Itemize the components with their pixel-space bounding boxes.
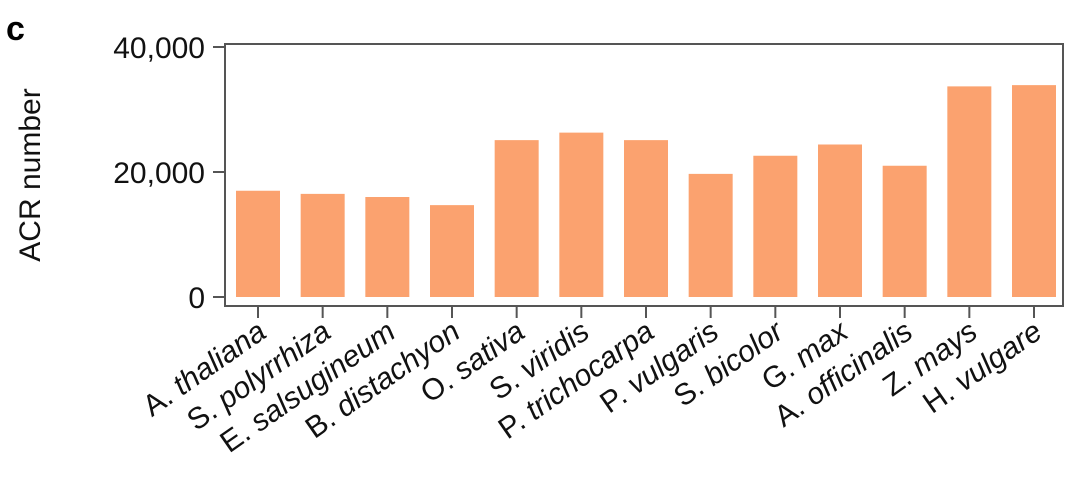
bar — [559, 132, 604, 297]
bar — [494, 140, 539, 297]
bars-group — [236, 85, 1056, 297]
panel-label: c — [6, 10, 25, 48]
bar — [236, 190, 280, 297]
y-tick-label: 40,000 — [113, 32, 205, 65]
y-axis: 0 20,000 40,000 — [113, 32, 225, 315]
bar — [818, 144, 862, 297]
bar — [300, 193, 345, 297]
bar — [365, 197, 410, 297]
y-tick-label: 20,000 — [113, 157, 205, 190]
bar — [947, 86, 992, 297]
y-tick-label: 0 — [188, 282, 205, 315]
bar — [753, 155, 798, 297]
bar — [624, 140, 668, 297]
bar — [430, 205, 474, 297]
bar — [1012, 85, 1056, 297]
bar — [688, 173, 733, 297]
plot-frame — [224, 43, 1064, 307]
bar — [882, 165, 927, 297]
y-axis-title: ACR number — [14, 88, 47, 261]
